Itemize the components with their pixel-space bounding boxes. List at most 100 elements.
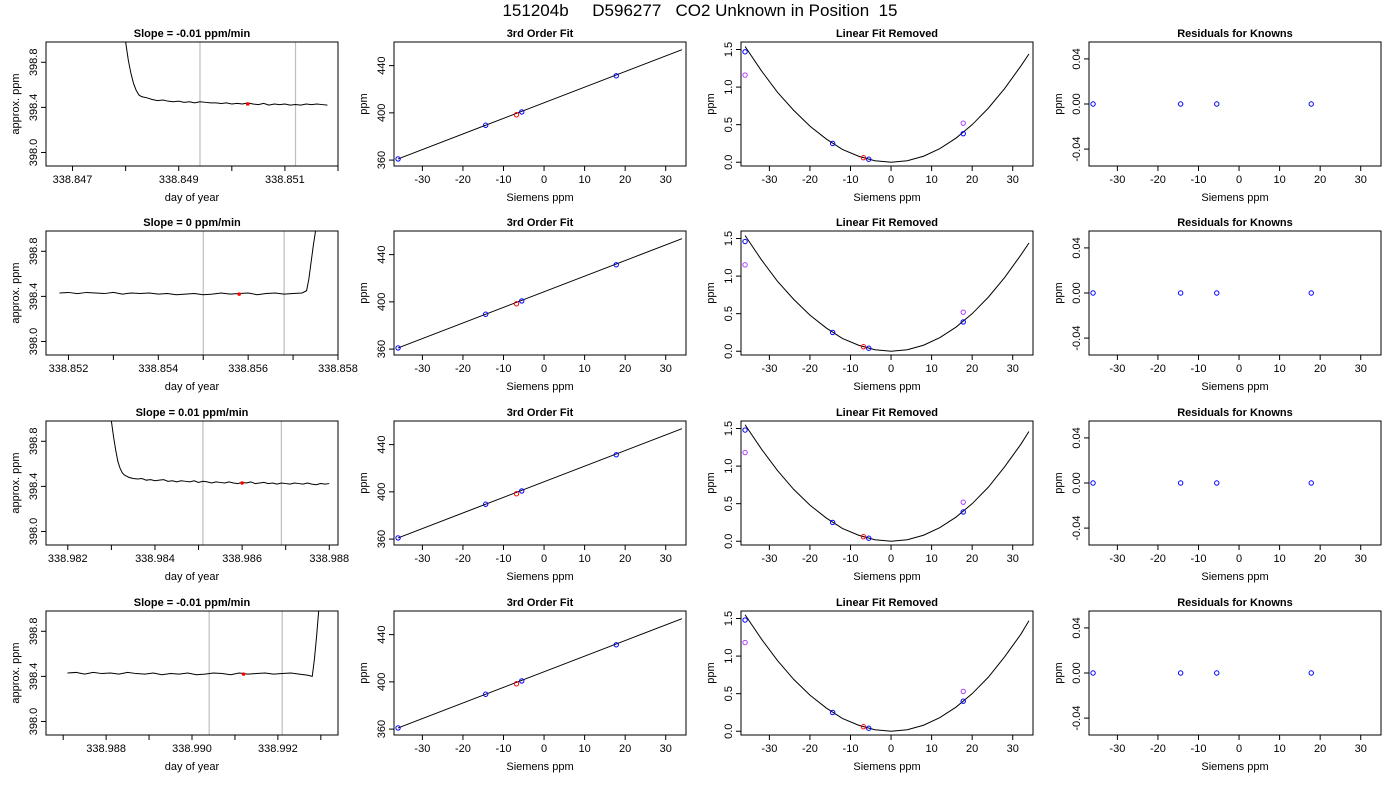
y-tick-label: 440 [376, 625, 388, 643]
page-title: 151204b D596277 CO2 Unknown in Position … [502, 1, 898, 20]
data-point-blue [395, 725, 401, 731]
data-point-blue [519, 298, 525, 304]
y-axis-label: ppm [705, 282, 717, 303]
x-axis-label: Siemens ppm [853, 571, 920, 583]
data-point-blue [1177, 290, 1184, 296]
x-tick-label: 20 [966, 174, 978, 186]
plot-frame [393, 41, 687, 167]
data-point-blue [866, 725, 872, 731]
y-tick-label: 398.0 [28, 328, 40, 356]
x-tick-label: -30 [414, 174, 430, 186]
series-line [59, 231, 317, 296]
y-tick-label: 0.5 [723, 117, 735, 132]
x-tick-label: -30 [761, 553, 777, 565]
x-axis-label: Siemens ppm [853, 381, 920, 393]
data-point-blue [613, 642, 619, 648]
y-tick-label: 400 [376, 293, 388, 311]
x-tick-label: 20 [1314, 553, 1326, 565]
data-point-blue [960, 698, 966, 704]
y-axis-label: approx. ppm [10, 642, 22, 703]
chart-panel-r2-c2: 3rd Order Fit -30 -20 -10 0 10 20 30 360 400 440 Si… [358, 217, 687, 393]
chart-panel-r1-c3: Linear Fit Removed -30 -20 -10 0 10 20 30 0.0 0.5… [705, 28, 1034, 204]
x-tick-label: 338.992 [258, 743, 298, 755]
chart-title: 3rd Order Fit [507, 597, 574, 609]
data-point-violet [742, 639, 748, 646]
data-point-violet [960, 688, 966, 695]
data-point-blue [519, 488, 525, 494]
chart-title: 3rd Order Fit [507, 28, 574, 40]
x-tick-label: -30 [761, 363, 777, 375]
data-point-blue [1214, 101, 1220, 107]
chart-title: Slope = -0.01 ppm/min [134, 597, 251, 609]
x-tick-label: 0 [541, 174, 547, 186]
x-tick-label: 0 [1236, 363, 1242, 375]
x-tick-label: 338.849 [159, 174, 199, 186]
plot-frame [1088, 41, 1382, 167]
x-tick-label: -10 [496, 743, 512, 755]
x-tick-label: 10 [1273, 363, 1285, 375]
y-axis-label: ppm [358, 662, 370, 683]
data-point-blue [1308, 290, 1314, 296]
chart-panel-r3-c4: Residuals for Knowns -30 -20 -10 0 10 20 30 -0.0… [1053, 407, 1382, 583]
y-axis-label: ppm [1053, 93, 1065, 114]
x-axis-label: day of year [165, 761, 220, 773]
x-tick-label: -10 [496, 553, 512, 565]
x-tick-label: -20 [1150, 743, 1166, 755]
chart-title: Residuals for Knowns [1177, 28, 1293, 40]
x-tick-label: -10 [843, 174, 859, 186]
y-tick-label: 360 [376, 530, 388, 548]
y-tick-label: 1.5 [723, 611, 735, 626]
y-tick-label: 0.0 [723, 534, 735, 549]
y-tick-label: 398.0 [28, 139, 40, 167]
data-point-blue [1177, 670, 1184, 676]
x-tick-label: -20 [1150, 553, 1166, 565]
y-axis-label: approx. ppm [10, 452, 22, 513]
y-tick-label: 1.5 [723, 421, 735, 436]
x-axis-label: day of year [165, 192, 220, 204]
data-point-blue [829, 329, 836, 336]
y-tick-label: 440 [376, 56, 388, 74]
data-point-violet [742, 262, 748, 268]
data-point-blue [1214, 290, 1220, 296]
chart-panel-r2-c4: Residuals for Knowns -30 -20 -10 0 10 20 30 -0.0… [1053, 217, 1382, 393]
x-tick-label: 10 [578, 363, 590, 375]
x-tick-label: 0 [1236, 743, 1242, 755]
x-tick-label: -20 [455, 553, 471, 565]
data-point-red [860, 534, 867, 540]
chart-panel-r1-c2: 3rd Order Fit -30 -20 -10 0 10 20 30 360 400 440 Si… [358, 28, 687, 204]
x-tick-label: 338.990 [172, 743, 212, 755]
x-tick-label: 0 [1236, 174, 1242, 186]
y-tick-label: 398.8 [28, 238, 40, 266]
series-line [110, 421, 330, 486]
y-tick-label: 0.0 [723, 344, 735, 359]
x-tick-label: 10 [1273, 174, 1285, 186]
unknown-marker [240, 481, 244, 485]
data-point-blue [1214, 670, 1220, 676]
plot-frame [1088, 610, 1382, 736]
x-axis-label: day of year [165, 571, 220, 583]
data-point-red [860, 724, 867, 730]
x-tick-label: 10 [1273, 743, 1285, 755]
x-tick-label: 20 [619, 743, 631, 755]
x-tick-label: 338.858 [318, 363, 358, 375]
y-tick-label: 398.4 [28, 663, 40, 691]
x-tick-label: -10 [1191, 553, 1207, 565]
data-point-blue [519, 109, 525, 115]
y-axis-label: approx. ppm [10, 73, 22, 134]
y-axis-label: approx. ppm [10, 262, 22, 323]
plot-frame [1088, 230, 1382, 356]
data-point-red [513, 301, 520, 307]
x-tick-label: -20 [802, 743, 818, 755]
x-tick-label: 30 [1355, 553, 1367, 565]
y-axis-label: ppm [1053, 282, 1065, 303]
y-tick-label: 0.5 [723, 686, 735, 701]
y-tick-label: 1.0 [723, 648, 735, 663]
data-point-red [513, 491, 520, 497]
x-tick-label: -30 [1109, 553, 1125, 565]
chart-panel-r1-c4: Residuals for Knowns -30 -20 -10 0 10 20 30 -0.0… [1053, 28, 1382, 204]
y-tick-label: 0.00 [1071, 282, 1083, 303]
x-tick-label: 338.856 [228, 363, 268, 375]
plot-frame [393, 610, 687, 736]
x-tick-label: -20 [455, 363, 471, 375]
y-tick-label: 360 [376, 340, 388, 358]
